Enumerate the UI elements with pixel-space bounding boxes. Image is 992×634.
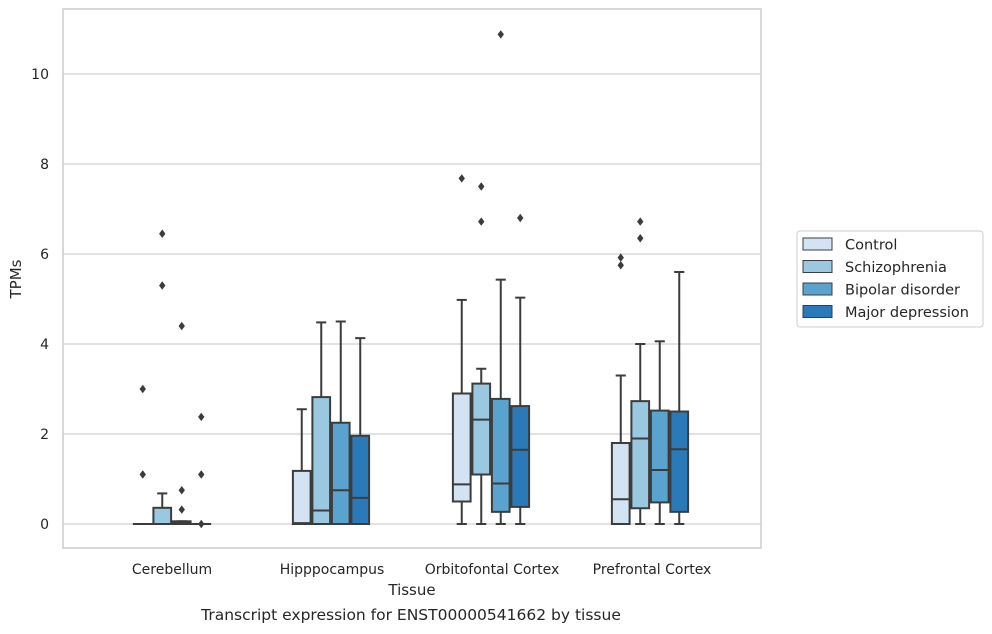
outlier-point: [617, 261, 624, 270]
outlier-point: [637, 217, 644, 226]
box: [669, 410, 690, 513]
x-tick-label: Orbitofontal Cortex: [425, 562, 560, 578]
legend-frame: [796, 230, 984, 328]
box: [291, 469, 312, 525]
outlier-point: [159, 229, 166, 238]
outlier-point: [178, 321, 185, 331]
outlier-point: [178, 486, 185, 495]
y-tick-label: 2: [40, 427, 49, 443]
outlier-point: [198, 519, 205, 529]
y-tick-label: 8: [40, 157, 49, 173]
y-tick-label: 0: [40, 517, 49, 533]
box: [630, 400, 651, 510]
box: [451, 392, 472, 503]
legend-label: Major depression: [845, 305, 969, 321]
legend-swatch: [802, 282, 833, 296]
legend: Control Schizophrenia Bipolar disorder Majo…: [796, 230, 984, 328]
category-group: [132, 229, 212, 529]
box: [471, 382, 492, 476]
legend-swatch: [802, 260, 833, 273]
outlier-point: [458, 174, 465, 183]
box: [610, 442, 631, 525]
legend-label: Bipolar disorder: [845, 283, 960, 299]
x-tick-labels: Cerebellum Hipppocampus Orbitofontal Corte…: [132, 562, 711, 578]
box: [350, 434, 371, 525]
outlier-point: [159, 281, 166, 290]
category-group: [451, 30, 531, 525]
category-group: [291, 320, 371, 526]
outlier-point: [617, 253, 624, 262]
x-tick-label: Cerebellum: [132, 562, 212, 578]
x-axis-title: Tissue: [387, 581, 435, 599]
outlier-point: [517, 213, 524, 223]
outlier-point: [198, 412, 205, 422]
legend-swatch: [802, 305, 833, 318]
x-tick-label: Prefrontal Cortex: [593, 562, 712, 578]
y-axis-title: TPMs: [7, 259, 25, 299]
outlier-point: [637, 234, 644, 243]
y-tick-label: 10: [31, 67, 49, 83]
outlier-point: [178, 505, 185, 514]
x-tick-label: Hipppocampus: [280, 562, 385, 578]
outlier-point: [139, 470, 146, 479]
y-tick-label: 4: [40, 337, 49, 353]
y-tick-label: 6: [40, 247, 49, 263]
y-tick-labels: 0 2 4 6 8 10: [31, 67, 49, 533]
box: [330, 421, 351, 525]
legend-swatch: [802, 237, 833, 251]
legend-label: Control: [845, 238, 897, 254]
box-groups: [132, 30, 690, 529]
category-group: [610, 217, 690, 525]
outlier-point: [478, 182, 485, 191]
box: [311, 396, 332, 526]
outlier-point: [497, 30, 504, 39]
outlier-point: [478, 217, 485, 226]
box: [649, 409, 670, 504]
legend-label: Schizophrenia: [845, 260, 947, 276]
box: [510, 405, 531, 508]
box: [490, 397, 511, 513]
plot-area-frame: [62, 8, 762, 549]
figure-caption: Transcript expression for ENST0000054166…: [201, 606, 621, 624]
box: [152, 506, 173, 525]
outlier-point: [139, 384, 146, 394]
outlier-point: [198, 470, 205, 479]
